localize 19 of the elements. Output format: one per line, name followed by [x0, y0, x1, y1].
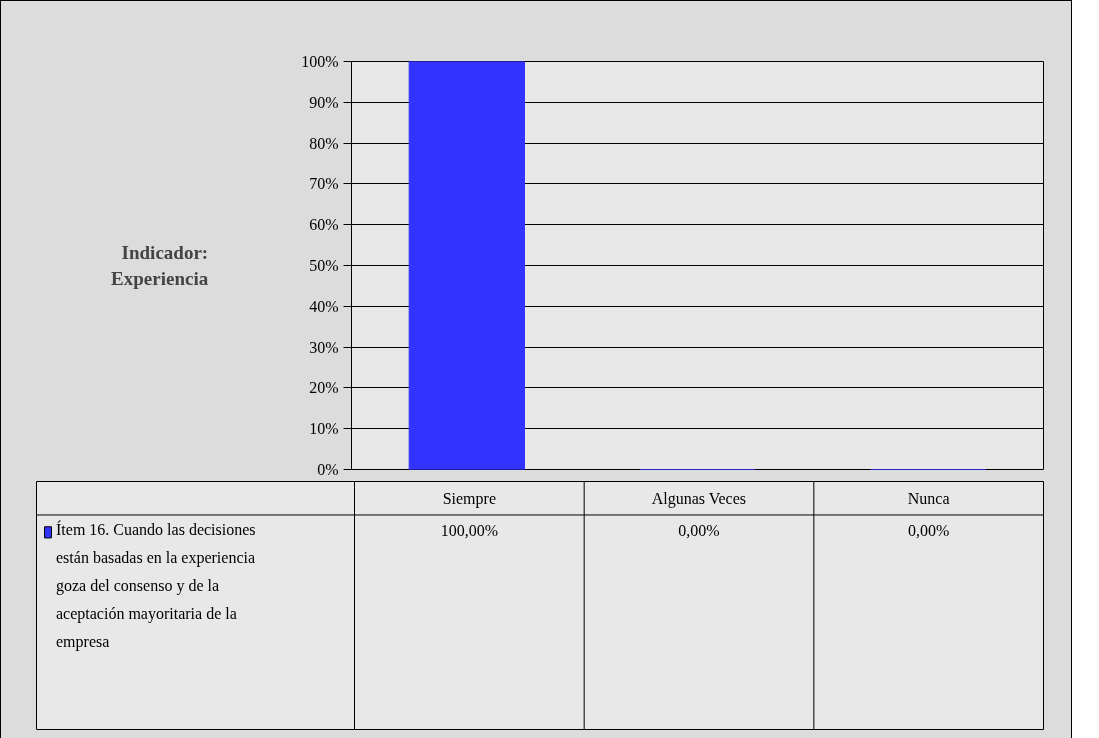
data-label: 0,00% — [678, 522, 720, 540]
y-tick-label: 100% — [301, 53, 339, 70]
y-tick-label: 50% — [309, 257, 339, 274]
y-tick-label: 70% — [309, 175, 339, 193]
legend-label: Ítem 16. Cuando las decisiones están basadas en la experiencia goza del consenso y de la aceptación mayoritaria de la empresa — [56, 520, 256, 652]
y-tick-label: 30% — [309, 338, 339, 356]
y-tick-label: 90% — [309, 93, 339, 111]
y-tick-label: 60% — [309, 216, 339, 234]
x-tick-label: Nunca — [907, 489, 950, 507]
data-label: 100,00% — [440, 522, 498, 540]
y-tick-label: 40% — [309, 297, 339, 315]
y-tick-label: 10% — [309, 420, 339, 438]
y-tick-label: 0% — [317, 461, 339, 478]
y-axis-title: Indicador: Experiencia — [111, 242, 209, 289]
y-tick-label: 20% — [309, 379, 339, 397]
x-tick-label: Siempre — [442, 489, 496, 508]
y-tick-label: 80% — [309, 134, 339, 152]
data-label: 0,00% — [908, 522, 950, 540]
x-tick-label: Algunas Veces — [651, 489, 747, 508]
